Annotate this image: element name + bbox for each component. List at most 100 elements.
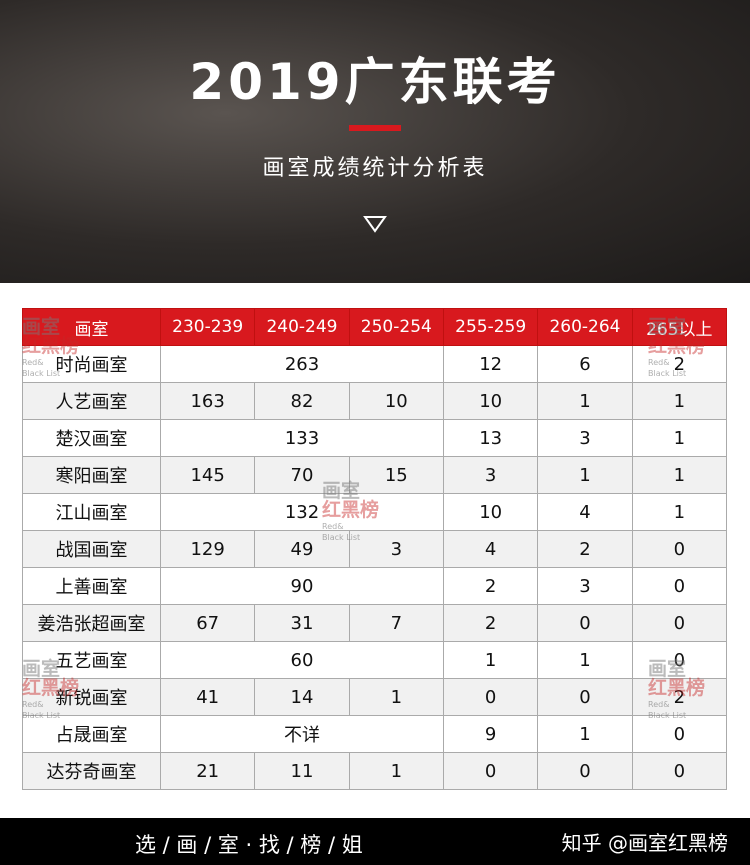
count-cell: 132 — [160, 493, 444, 531]
count-cell: 11 — [254, 752, 350, 790]
table-row: 楚汉画室 133 13 3 1 — [22, 419, 728, 457]
column-header: 265以上 — [631, 308, 728, 346]
count-cell: 90 — [160, 567, 444, 605]
count-cell: 3 — [537, 567, 633, 605]
count-cell: 0 — [442, 752, 539, 790]
count-cell: 1 — [537, 382, 633, 420]
count-cell: 163 — [159, 382, 256, 420]
count-cell: 3 — [348, 530, 444, 568]
title: 2019广东联考 — [189, 53, 561, 111]
count-cell: 9 — [442, 715, 539, 753]
table-row: 五艺画室 60 1 1 0 — [22, 641, 728, 679]
studio-name: 时尚画室 — [22, 345, 161, 383]
count-cell: 0 — [631, 715, 728, 753]
count-cell: 6 — [537, 345, 633, 383]
banner: 2019广东联考 画室成绩统计分析表 — [0, 0, 750, 283]
count-cell: 1 — [631, 456, 728, 494]
studio-name: 楚汉画室 — [22, 419, 161, 457]
count-cell: 49 — [254, 530, 350, 568]
column-header: 250-254 — [348, 308, 444, 346]
count-cell: 3 — [537, 419, 633, 457]
count-cell: 263 — [160, 345, 444, 383]
column-header: 230-239 — [159, 308, 256, 346]
count-cell: 145 — [159, 456, 256, 494]
column-header: 255-259 — [442, 308, 539, 346]
count-cell: 67 — [159, 604, 256, 642]
count-cell: 1 — [442, 641, 539, 679]
count-cell: 3 — [442, 456, 539, 494]
count-cell: 4 — [537, 493, 633, 531]
count-cell: 10 — [442, 382, 539, 420]
count-cell: 0 — [631, 641, 728, 679]
count-cell: 1 — [631, 382, 728, 420]
count-cell: 10 — [348, 382, 444, 420]
table-row: 新锐画室 41 14 1 0 0 2 — [22, 678, 728, 716]
count-cell: 2 — [631, 678, 728, 716]
studio-name: 五艺画室 — [22, 641, 161, 679]
count-cell: 2 — [537, 530, 633, 568]
count-cell: 133 — [160, 419, 444, 457]
count-cell: 10 — [442, 493, 539, 531]
count-cell: 60 — [160, 641, 444, 679]
table-row: 姜浩张超画室 67 31 7 2 0 0 — [22, 604, 728, 642]
count-cell: 1 — [631, 419, 728, 457]
table-row: 战国画室 129 49 3 4 2 0 — [22, 530, 728, 568]
count-cell: 41 — [159, 678, 256, 716]
count-cell: 0 — [631, 752, 728, 790]
studio-name: 人艺画室 — [22, 382, 161, 420]
count-cell: 12 — [442, 345, 539, 383]
count-cell: 2 — [631, 345, 728, 383]
count-cell: 0 — [537, 604, 633, 642]
count-cell: 1 — [537, 715, 633, 753]
count-cell: 1 — [348, 678, 444, 716]
table-row: 人艺画室 163 82 10 10 1 1 — [22, 382, 728, 420]
count-cell: 1 — [537, 641, 633, 679]
count-cell: 0 — [537, 678, 633, 716]
count-cell: 1 — [348, 752, 444, 790]
credit: 知乎 @画室红黑榜 — [561, 831, 728, 855]
count-cell: 2 — [442, 604, 539, 642]
studio-name: 新锐画室 — [22, 678, 161, 716]
count-cell: 4 — [442, 530, 539, 568]
header-row: 画室 230-239 240-249 250-254 255-259 260-264 265… — [22, 308, 728, 346]
count-cell: 0 — [631, 567, 728, 605]
count-cell: 15 — [348, 456, 444, 494]
count-cell: 0 — [631, 530, 728, 568]
count-cell: 0 — [537, 752, 633, 790]
table-row: 寒阳画室 145 70 15 3 1 1 — [22, 456, 728, 494]
count-cell: 0 — [442, 678, 539, 716]
studio-name: 寒阳画室 — [22, 456, 161, 494]
studio-name: 达芬奇画室 — [22, 752, 161, 790]
studio-name: 江山画室 — [22, 493, 161, 531]
count-cell: 1 — [537, 456, 633, 494]
count-cell: 31 — [254, 604, 350, 642]
studio-name: 姜浩张超画室 — [22, 604, 161, 642]
studio-name: 战国画室 — [22, 530, 161, 568]
count-cell: 129 — [159, 530, 256, 568]
count-cell: 13 — [442, 419, 539, 457]
count-cell: 不详 — [160, 715, 444, 753]
footer: 选 / 画 / 室 · 找 / 榜 / 姐 知乎 @画室红黑榜 — [0, 818, 750, 865]
studio-name: 占晟画室 — [22, 715, 161, 753]
table-row: 达芬奇画室 21 11 1 0 0 0 — [22, 752, 728, 790]
slogan: 选 / 画 / 室 · 找 / 榜 / 姐 — [135, 833, 363, 857]
count-cell: 82 — [254, 382, 350, 420]
down-arrow — [363, 216, 387, 233]
count-cell: 14 — [254, 678, 350, 716]
count-cell: 1 — [631, 493, 728, 531]
count-cell: 21 — [159, 752, 256, 790]
subtitle: 画室成绩统计分析表 — [262, 156, 488, 181]
table-row: 占晟画室 不详 9 1 0 — [22, 715, 728, 753]
table-row: 江山画室 132 10 4 1 — [22, 493, 728, 531]
table-row: 上善画室 90 2 3 0 — [22, 567, 728, 605]
score-table: 画室 230-239 240-249 250-254 255-259 260-264 265… — [22, 308, 728, 790]
column-header: 画室 — [22, 308, 161, 346]
title-underline — [349, 125, 401, 131]
studio-name: 上善画室 — [22, 567, 161, 605]
count-cell: 0 — [631, 604, 728, 642]
column-header: 260-264 — [537, 308, 633, 346]
count-cell: 2 — [442, 567, 539, 605]
column-header: 240-249 — [254, 308, 350, 346]
count-cell: 70 — [254, 456, 350, 494]
